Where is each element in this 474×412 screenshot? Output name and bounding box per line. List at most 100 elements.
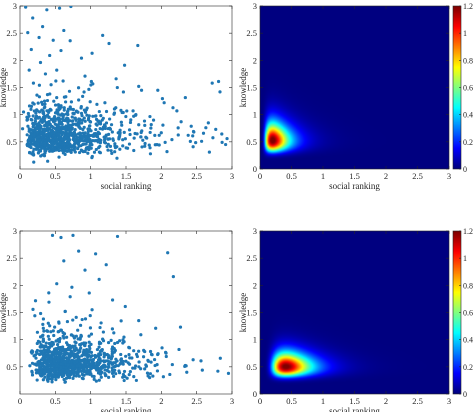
scatter-point — [70, 115, 74, 119]
scatter-point — [48, 53, 52, 58]
scatter-point — [83, 110, 88, 114]
scatter-point — [107, 132, 111, 136]
scatter-point — [98, 141, 103, 145]
scatter-point — [210, 81, 214, 85]
scatter-point — [152, 357, 157, 362]
scatter-point — [67, 147, 71, 151]
scatter-point — [87, 124, 92, 128]
scatter-point — [94, 354, 98, 358]
scatter-point — [102, 351, 106, 356]
scatter-point — [49, 330, 53, 334]
scatter-point — [76, 142, 81, 146]
scatter-point — [97, 362, 101, 366]
scatter-point — [168, 372, 172, 377]
scatter-point — [128, 120, 133, 125]
scatter-point — [35, 369, 39, 373]
scatter-point — [42, 152, 46, 157]
scatter-point — [55, 367, 59, 371]
scatter-point — [57, 329, 61, 334]
scatter-point — [61, 334, 65, 338]
x-tick-label: 0.5 — [286, 171, 297, 181]
scatter-point — [65, 373, 70, 377]
colorbar-tick-label: 1 — [463, 254, 467, 263]
scatter-point — [84, 135, 88, 139]
scatter-point — [70, 145, 74, 149]
scatter-point — [84, 360, 88, 364]
scatter-point — [29, 107, 33, 111]
scatter-point — [61, 365, 65, 370]
scatter-point — [143, 123, 147, 127]
scatter-point — [170, 362, 174, 367]
scatter-point — [66, 110, 70, 114]
scatter-point — [24, 6, 28, 9]
scatter-point — [204, 126, 208, 130]
scatter-point — [61, 79, 65, 83]
scatter-point — [36, 135, 41, 139]
scatter-point — [57, 320, 61, 324]
scatter-point — [97, 340, 102, 344]
scatter-point — [78, 323, 83, 327]
scatter-point — [82, 369, 87, 373]
scatter-point — [39, 131, 43, 135]
scatter-point — [166, 251, 170, 255]
scatter-point — [48, 354, 52, 358]
scatter-point — [139, 135, 143, 139]
scatter-point — [28, 364, 32, 368]
x-tick-label: 2.5 — [412, 396, 423, 406]
colorbar-tick-label: 0.8 — [463, 281, 473, 290]
scatter-point — [57, 132, 61, 136]
scatter-point — [51, 362, 55, 366]
scatter-point — [45, 329, 49, 333]
x-tick-label: 3 — [447, 396, 451, 406]
scatter-point — [38, 349, 43, 353]
scatter-point — [91, 358, 96, 362]
scatter-point — [38, 366, 43, 370]
scatter-point — [38, 60, 43, 65]
scatter-point — [156, 88, 160, 92]
scatter-point — [35, 351, 39, 355]
scatter-points — [28, 233, 231, 384]
scatter-point — [52, 370, 56, 374]
y-tick-label: 0.5 — [6, 362, 17, 372]
colorbar-tick-label: 1.2 — [463, 227, 473, 236]
scatter-point — [66, 363, 70, 367]
scatter-point — [164, 351, 168, 355]
x-tick-label: 2 — [159, 396, 163, 406]
scatter-point — [139, 88, 144, 92]
scatter-top: 0 0.5 1 1.5 2 2.5 3 0.5 1 1.5 2 2.5 3 social ranking k… — [0, 1, 234, 191]
scatter-point — [53, 122, 57, 126]
scatter-point — [41, 25, 45, 29]
scatter-point — [34, 363, 39, 367]
scatter-point — [129, 118, 133, 122]
x-axis-label: social ranking — [329, 406, 380, 412]
scatter-point — [76, 337, 80, 341]
scatter-point — [69, 333, 73, 337]
scatter-point — [62, 259, 66, 263]
scatter-point — [94, 122, 98, 126]
scatter-point — [48, 324, 52, 328]
scatter-point — [216, 79, 221, 84]
scatter-point — [53, 103, 58, 107]
scatter-point — [42, 119, 47, 123]
scatter-point — [56, 356, 60, 360]
scatter-point — [75, 140, 79, 144]
scatter-point — [77, 249, 81, 253]
y-tick-label: 2.5 — [246, 28, 257, 38]
scatter-point — [64, 124, 68, 128]
scatter-point — [47, 143, 51, 148]
y-tick-label: 3 — [253, 226, 257, 236]
scatter-point — [30, 133, 34, 137]
scatter-point — [89, 79, 93, 84]
scatter-point — [33, 129, 37, 133]
y-tick-label: 3 — [13, 226, 17, 236]
scatter-point — [46, 321, 50, 325]
scatter-point — [200, 368, 204, 372]
scatter-point — [98, 122, 103, 126]
scatter-point — [56, 359, 61, 363]
scatter-point — [151, 118, 156, 122]
scatter-point — [45, 147, 49, 151]
scatter-point — [162, 101, 166, 105]
scatter-point — [176, 126, 180, 130]
y-tick-label: 1.5 — [6, 83, 17, 93]
scatter-point — [88, 100, 92, 104]
